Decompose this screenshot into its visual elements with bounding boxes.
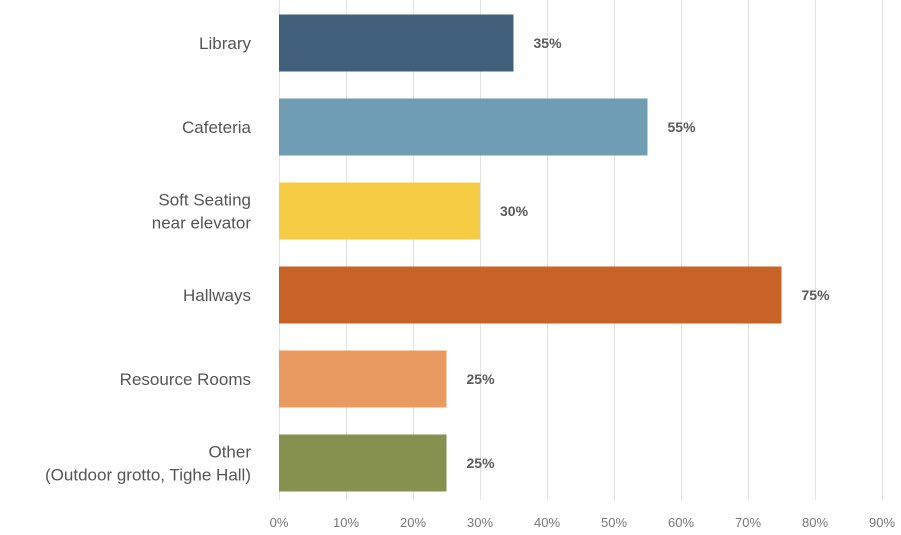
gridlines (279, 0, 883, 500)
category-label: Soft Seating (158, 191, 251, 210)
value-label: 35% (534, 35, 563, 51)
value-label: 75% (802, 287, 831, 303)
category-label: Hallways (183, 286, 251, 305)
x-axis-ticks: 0% 10% 20% 30% 40% 50% 60% 70% 80% 90% (270, 515, 896, 530)
x-tick-label: 70% (735, 515, 761, 530)
x-tick-label: 90% (869, 515, 895, 530)
bar (279, 182, 480, 240)
category-label: Other (208, 443, 251, 462)
category-label: Cafeteria (182, 118, 252, 137)
category-labels: Library Cafeteria Soft Seating near elevato… (45, 34, 252, 485)
x-tick-label: 40% (534, 515, 560, 530)
value-labels: 35% 55% 30% 75% 25% 25% (467, 35, 831, 471)
x-tick-label: 30% (467, 515, 493, 530)
x-tick-label: 10% (333, 515, 359, 530)
x-tick-label: 50% (601, 515, 627, 530)
value-label: 55% (668, 119, 697, 135)
value-label: 30% (500, 203, 529, 219)
value-label: 25% (467, 371, 496, 387)
bars (279, 14, 782, 492)
x-tick-label: 80% (802, 515, 828, 530)
category-label: near elevator (152, 214, 252, 233)
category-label: (Outdoor grotto, Tighe Hall) (45, 466, 251, 485)
x-tick-label: 20% (400, 515, 426, 530)
value-label: 25% (467, 455, 496, 471)
x-tick-label: 60% (668, 515, 694, 530)
bar (279, 266, 782, 324)
category-label: Resource Rooms (120, 370, 251, 389)
bar (279, 434, 447, 492)
bar (279, 350, 447, 408)
x-tick-label: 0% (270, 515, 289, 530)
category-label: Library (199, 34, 251, 53)
bar (279, 14, 514, 72)
bar (279, 98, 648, 156)
